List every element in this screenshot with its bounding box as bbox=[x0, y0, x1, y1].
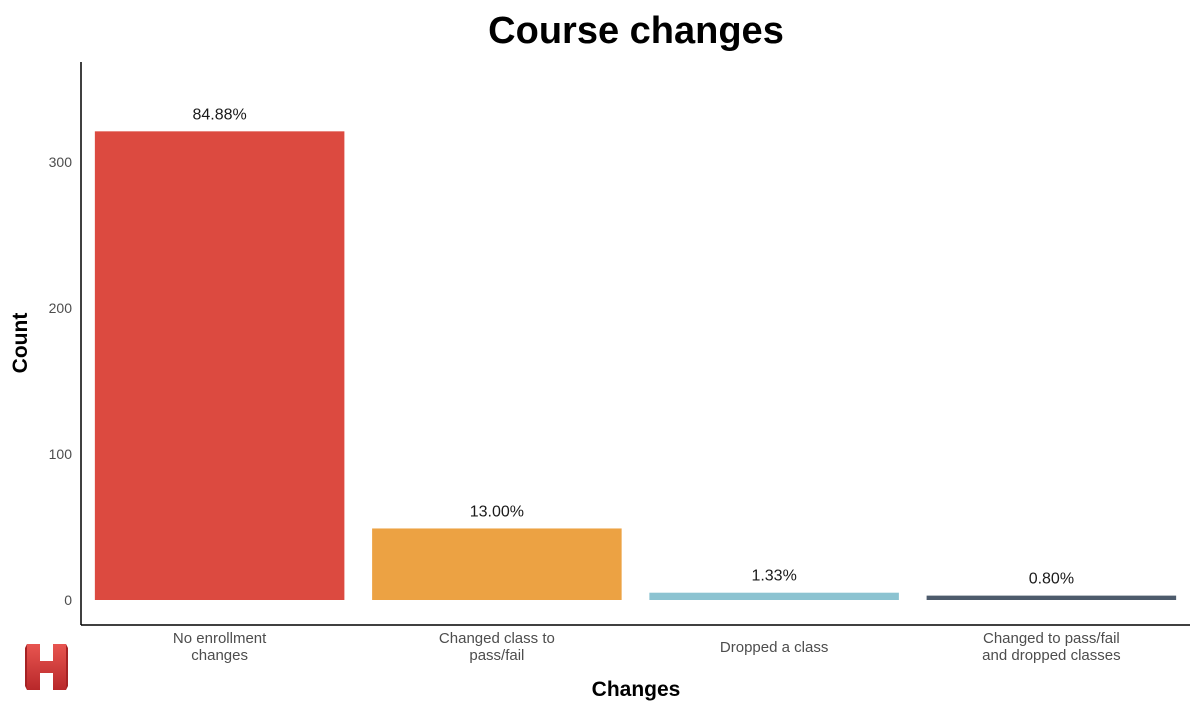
x-tick-label: Dropped a class bbox=[720, 639, 828, 656]
x-tick-label: Changed to pass/fail bbox=[983, 630, 1120, 647]
bar bbox=[94, 131, 345, 600]
bar bbox=[926, 595, 1177, 600]
x-tick-label: pass/fail bbox=[469, 647, 524, 664]
bar bbox=[372, 528, 622, 600]
h-logo-icon bbox=[25, 644, 68, 690]
x-tick-label: and dropped classes bbox=[982, 647, 1120, 664]
bar-data-label: 84.88% bbox=[192, 106, 246, 123]
y-tick-label: 0 bbox=[64, 592, 72, 608]
x-tick-label: Changed class to bbox=[439, 630, 555, 647]
y-axis-ticks: 0 100 200 300 bbox=[49, 154, 73, 608]
bars bbox=[94, 131, 1177, 600]
bar-data-label: 0.80% bbox=[1029, 571, 1074, 588]
y-tick-label: 100 bbox=[49, 446, 73, 462]
bar-data-label: 13.00% bbox=[470, 503, 524, 520]
y-tick-label: 200 bbox=[49, 300, 73, 316]
bar bbox=[649, 592, 899, 600]
y-axis-title: Count bbox=[9, 313, 32, 374]
x-axis-title: Changes bbox=[592, 678, 681, 701]
chart-title: Course changes bbox=[488, 10, 784, 52]
y-tick-label: 300 bbox=[49, 154, 73, 170]
x-tick-label: No enrollment bbox=[173, 630, 267, 647]
x-tick-label: changes bbox=[191, 647, 248, 664]
bar-data-label: 1.33% bbox=[751, 568, 796, 585]
data-labels: 84.88% 13.00% 1.33% 0.80% bbox=[192, 106, 1074, 587]
